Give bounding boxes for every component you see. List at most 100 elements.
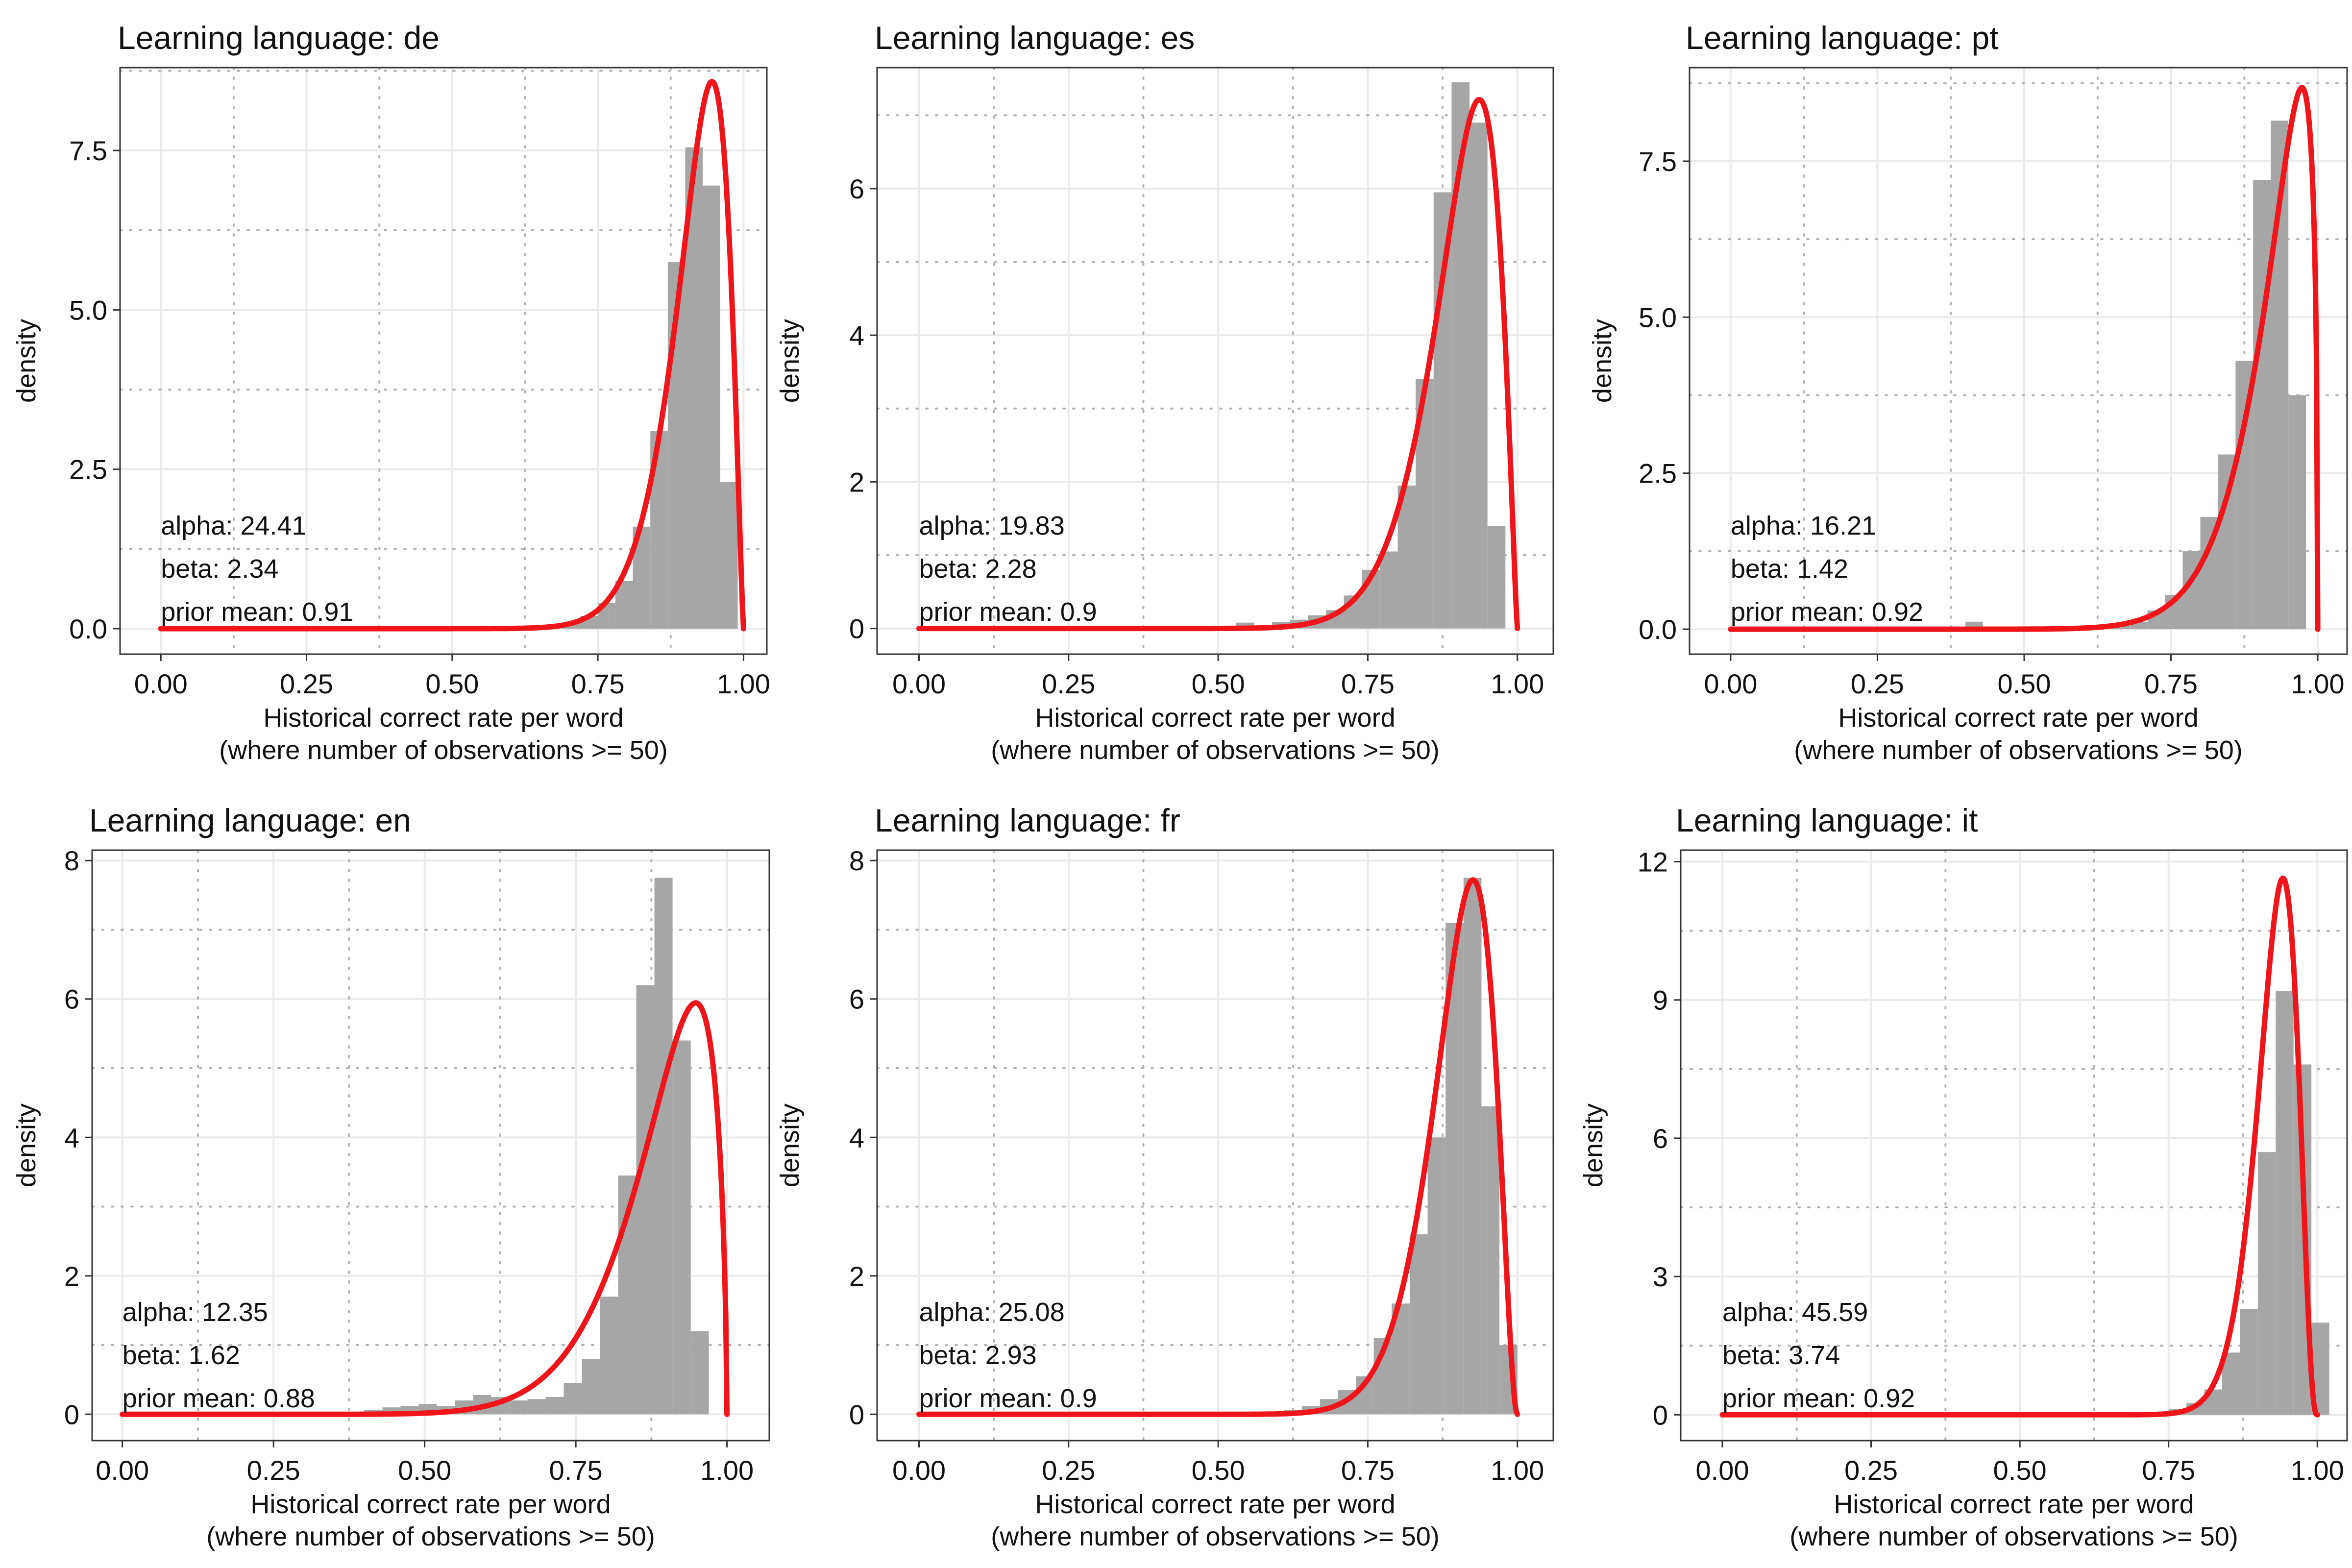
x-tick-label: 0.25 bbox=[1851, 668, 1904, 699]
chart-panel-2: 0.00 0.25 0.50 0.75 1.00 0.0 2.5 5.0 7.5 Learning… bbox=[1588, 20, 2348, 765]
annotation-text: alpha: 24.41 bbox=[161, 511, 306, 540]
x-tick-label: 0.50 bbox=[1997, 668, 2051, 699]
x-tick-label: 1.00 bbox=[2291, 668, 2345, 699]
histogram-bar bbox=[2240, 1308, 2258, 1415]
x-tick-label: 0.75 bbox=[1341, 1455, 1395, 1486]
x-axis-sublabel: (where number of observations >= 50) bbox=[991, 1522, 1440, 1551]
plot-area bbox=[1681, 850, 2347, 1441]
y-tick-label: 4 bbox=[849, 1122, 864, 1153]
x-tick-label: 1.00 bbox=[1491, 668, 1544, 699]
y-tick-label: 2 bbox=[849, 466, 864, 497]
annotation-text: prior mean: 0.92 bbox=[1731, 597, 1923, 627]
histogram-bar bbox=[1433, 192, 1452, 629]
annotation-text: beta: 2.28 bbox=[919, 554, 1036, 584]
annotation-text: alpha: 19.83 bbox=[919, 511, 1064, 540]
x-tick-label: 0.75 bbox=[1341, 668, 1395, 699]
histogram-bar bbox=[2112, 626, 2130, 630]
histogram-bar bbox=[690, 1331, 709, 1415]
plot-content bbox=[877, 850, 1553, 1441]
annotation-text: prior mean: 0.9 bbox=[919, 597, 1097, 627]
panel-title: Learning language: en bbox=[89, 802, 411, 838]
plot-content bbox=[1690, 68, 2347, 654]
x-axis-sublabel: (where number of observations >= 50) bbox=[206, 1522, 655, 1551]
annotation-text: beta: 2.93 bbox=[919, 1341, 1036, 1370]
y-tick-label: 6 bbox=[849, 173, 864, 204]
x-tick-label: 0.00 bbox=[134, 668, 188, 699]
panel-title: Learning language: fr bbox=[875, 802, 1180, 838]
y-tick-label: 7.5 bbox=[69, 135, 107, 166]
panel-border bbox=[119, 67, 768, 655]
x-tick-label: 0.25 bbox=[1042, 1455, 1095, 1486]
y-tick-label: 5.0 bbox=[69, 294, 107, 325]
x-axis-label: Historical correct rate per word bbox=[1035, 703, 1395, 733]
y-tick-label: 3 bbox=[1653, 1261, 1668, 1292]
histogram-bar bbox=[1487, 526, 1506, 629]
chart-panel-1: 0.00 0.25 0.50 0.75 1.00 0 2 4 6 Learning languag… bbox=[775, 20, 1554, 765]
histogram-bar bbox=[672, 1040, 691, 1415]
beta-fit-curve bbox=[1719, 875, 2320, 1418]
chart-panel-3: 0.00 0.25 0.50 0.75 1.00 0 2 4 6 8 Learning langua… bbox=[12, 802, 770, 1551]
annotation-text: alpha: 25.08 bbox=[919, 1298, 1064, 1327]
x-axis-label: Historical correct rate per word bbox=[1834, 1490, 2194, 1519]
y-tick-label: 12 bbox=[1638, 847, 1668, 878]
histogram-bar bbox=[1470, 122, 1488, 629]
y-tick-label: 0 bbox=[849, 613, 864, 644]
x-tick-label: 0.00 bbox=[892, 668, 946, 699]
annotation-text: prior mean: 0.91 bbox=[161, 597, 353, 627]
beta-fit-curve bbox=[1728, 85, 2321, 632]
y-tick-label: 0.0 bbox=[1639, 614, 1677, 645]
annotation-text: prior mean: 0.88 bbox=[122, 1384, 315, 1413]
histogram-bar bbox=[527, 1399, 546, 1415]
y-tick-label: 8 bbox=[64, 845, 79, 876]
histogram-bar bbox=[1463, 878, 1482, 1415]
panel-border bbox=[876, 67, 1554, 655]
y-tick-label: 6 bbox=[1653, 1123, 1668, 1154]
histogram-bar bbox=[600, 1297, 618, 1415]
x-axis-label: Historical correct rate per word bbox=[1035, 1490, 1395, 1519]
chart-panel-0: 0.00 0.25 0.50 0.75 1.00 0.0 2.5 5.0 7.5 Learning… bbox=[12, 20, 770, 765]
x-tick-label: 0.00 bbox=[96, 1455, 149, 1486]
histogram-bar bbox=[1481, 1106, 1500, 1415]
x-tick-label: 1.00 bbox=[2291, 1455, 2344, 1486]
panel-title: Learning language: it bbox=[1676, 802, 1978, 838]
panel-border bbox=[1689, 67, 2348, 655]
x-tick-label: 0.75 bbox=[2142, 1455, 2195, 1486]
histogram-bar bbox=[2276, 990, 2294, 1415]
x-tick-label: 0.50 bbox=[425, 668, 479, 699]
beta-fit-curve bbox=[916, 97, 1520, 632]
y-tick-label: 2 bbox=[849, 1261, 864, 1292]
x-tick-label: 0.75 bbox=[2144, 668, 2198, 699]
x-axis-label: Historical correct rate per word bbox=[1838, 703, 2198, 733]
x-tick-label: 0.25 bbox=[1844, 1455, 1898, 1486]
y-tick-label: 0 bbox=[849, 1399, 864, 1430]
y-axis-label: density bbox=[1588, 319, 1617, 403]
histogram-bar bbox=[564, 1383, 582, 1415]
y-tick-label: 6 bbox=[64, 984, 79, 1015]
y-tick-label: 8 bbox=[849, 845, 864, 876]
annotation-text: alpha: 16.21 bbox=[1731, 511, 1876, 540]
beta-fit-curve bbox=[916, 877, 1520, 1417]
x-axis-label: Historical correct rate per word bbox=[263, 703, 623, 733]
x-axis-sublabel: (where number of observations >= 50) bbox=[1794, 735, 2243, 765]
y-tick-label: 4 bbox=[849, 320, 864, 351]
x-tick-label: 0.75 bbox=[571, 668, 625, 699]
histogram-bar bbox=[654, 878, 673, 1415]
x-axis-sublabel: (where number of observations >= 50) bbox=[219, 735, 668, 765]
x-tick-label: 0.25 bbox=[1042, 668, 1095, 699]
histogram-bar bbox=[703, 185, 720, 629]
histogram-bar bbox=[582, 1359, 600, 1415]
y-axis-label: density bbox=[12, 1103, 41, 1187]
panel-border bbox=[91, 849, 770, 1442]
annotation-text: prior mean: 0.92 bbox=[1722, 1384, 1915, 1413]
x-tick-label: 1.00 bbox=[1491, 1455, 1544, 1486]
panel-border bbox=[876, 849, 1554, 1442]
histogram-bar bbox=[636, 985, 655, 1415]
x-tick-label: 1.00 bbox=[700, 1455, 754, 1486]
panel-title: Learning language: pt bbox=[1686, 20, 1999, 56]
histogram-bar bbox=[545, 1397, 564, 1415]
x-tick-label: 0.50 bbox=[398, 1455, 451, 1486]
histogram-bar bbox=[2222, 1352, 2240, 1415]
x-tick-label: 0.75 bbox=[549, 1455, 603, 1486]
y-tick-label: 7.5 bbox=[1639, 146, 1677, 177]
